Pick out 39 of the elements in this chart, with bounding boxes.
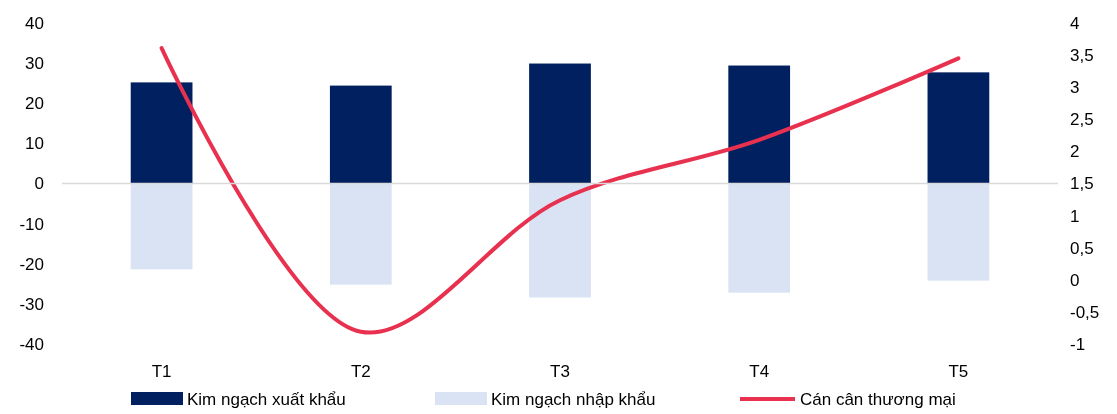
bar bbox=[529, 63, 591, 184]
bar bbox=[329, 183, 392, 285]
y-tick-label: 10 bbox=[25, 134, 44, 154]
line-series bbox=[159, 46, 961, 335]
x-tick-label: T3 bbox=[550, 362, 570, 381]
bar bbox=[927, 72, 990, 184]
y2-tick-label: 3 bbox=[1070, 78, 1080, 98]
y2-tick-label: 4 bbox=[1070, 13, 1080, 33]
y2-tick-label: 3,5 bbox=[1070, 46, 1094, 66]
legend-label: Kim ngạch xuất khẩu bbox=[187, 390, 346, 409]
x-tick-label: T4 bbox=[749, 362, 770, 381]
bar bbox=[927, 183, 990, 281]
bar bbox=[728, 65, 791, 184]
y-tick-label: -10 bbox=[19, 214, 44, 234]
x-tick-label: T2 bbox=[350, 362, 371, 381]
legend-label: Cán cân thương mại bbox=[800, 390, 956, 409]
y2-tick-label: -0,5 bbox=[1070, 302, 1100, 322]
y-tick-label: 20 bbox=[25, 94, 44, 114]
y2-tick-label: 2,5 bbox=[1070, 110, 1094, 130]
y2-tick-label: 1,5 bbox=[1070, 174, 1094, 194]
bar bbox=[130, 82, 193, 184]
y-tick-label: -30 bbox=[19, 294, 44, 314]
y2-tick-label: 1 bbox=[1070, 206, 1080, 226]
y-tick-label: -20 bbox=[19, 254, 44, 274]
y-tick-label: 30 bbox=[25, 54, 44, 74]
x-tick-label: T1 bbox=[151, 362, 172, 381]
y-tick-label: 0 bbox=[34, 174, 44, 194]
bar bbox=[529, 183, 591, 298]
legend-label: Kim ngạch nhập khẩu bbox=[491, 390, 656, 409]
y2-tick-label: -1 bbox=[1070, 334, 1086, 354]
y2-tick-label: 0 bbox=[1070, 270, 1080, 290]
bar bbox=[728, 183, 791, 293]
bar bbox=[130, 183, 193, 270]
y2-tick-label: 2 bbox=[1070, 142, 1080, 162]
x-tick-label: T5 bbox=[948, 362, 969, 381]
y-tick-label: -40 bbox=[19, 334, 44, 354]
y-tick-label: 40 bbox=[25, 13, 44, 33]
y2-tick-label: 0,5 bbox=[1070, 238, 1094, 258]
bar bbox=[329, 85, 392, 184]
